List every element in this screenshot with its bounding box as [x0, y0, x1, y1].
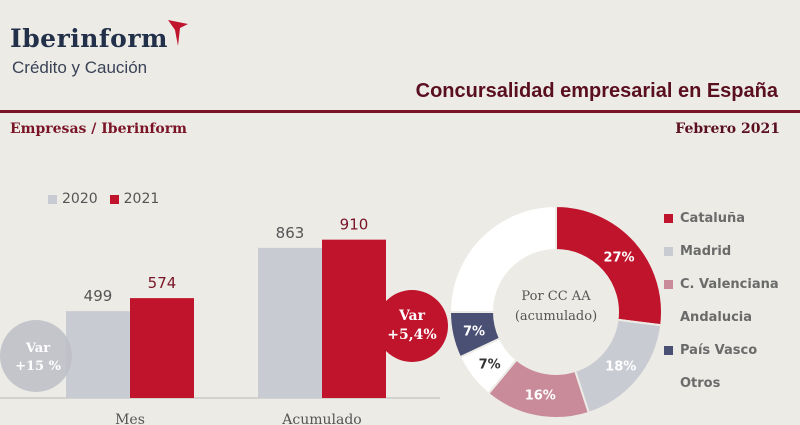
pie-legend-swatch: [664, 346, 673, 355]
brand-logo: Iberinform: [10, 24, 168, 53]
bar-value-label: 499: [84, 287, 113, 305]
legend-item-2020: 2020: [48, 191, 98, 207]
pie-legend-label: Madrid: [680, 244, 732, 259]
pie-legend-item: Madrid: [664, 235, 779, 268]
pie-slice-label: 27%: [603, 250, 634, 265]
pie-slice-label: 18%: [605, 360, 636, 375]
pie-center-subtitle: (acumulado): [515, 309, 597, 324]
pie-legend-item: Andalucia: [664, 301, 779, 334]
pie-legend-item: País Vasco: [664, 334, 779, 367]
pie-legend-item: Otros: [664, 367, 779, 400]
pie-legend-label: Otros: [680, 376, 721, 391]
title-divider: [0, 110, 800, 113]
pie-slice-otros: [448, 204, 557, 313]
legend-swatch-2021: [109, 194, 119, 204]
pie-legend-swatch: [664, 247, 673, 256]
date-label: Febrero 2021: [675, 121, 780, 137]
pie-slice-label: 7%: [463, 324, 485, 339]
bar-value-label: 910: [340, 216, 369, 234]
bar-mes-2020: [66, 311, 130, 398]
x-tick-label-acumulado: Acumulado: [281, 412, 361, 425]
pie-slice-label: 16%: [525, 389, 556, 404]
pie-legend-swatch: [664, 214, 673, 223]
var-acumulado-badge: [376, 290, 448, 362]
bar-mes-2021: [130, 298, 194, 398]
source-label: Empresas / Iberinform: [10, 121, 187, 137]
pie-legend-item: Cataluña: [664, 202, 779, 235]
x-tick-label-mes: Mes: [115, 412, 145, 425]
bar-value-label: 574: [148, 274, 177, 292]
pie-legend-label: C. Valenciana: [680, 277, 779, 292]
var-mes-badge: [0, 320, 72, 392]
legend-swatch-2020: [48, 194, 57, 204]
var-mes-title: Var: [25, 341, 50, 356]
var-acumulado-value: +5,4%: [387, 327, 436, 343]
legend-item-2021: 2021: [109, 191, 159, 207]
bar-acumulado-2020: [258, 247, 322, 398]
var-acumulado-title: Var: [398, 308, 426, 324]
page-title: Concursalidad empresarial en España: [415, 80, 778, 102]
bar-value-label: 863: [276, 224, 305, 242]
pie-legend-label: Cataluña: [680, 211, 746, 226]
brand-subtitle: Crédito y Caución: [12, 58, 148, 77]
var-mes-value: +15 %: [15, 359, 62, 374]
pie-slice-label: 7%: [479, 357, 501, 372]
pie-legend-item: C. Valenciana: [664, 268, 779, 301]
bar-acumulado-2021: [322, 239, 386, 398]
brand-mark-icon: [168, 20, 188, 46]
pie-legend-label: País Vasco: [680, 343, 758, 358]
pie-center-title: Por CC AA: [521, 289, 591, 304]
bar-legend: 2020 2021: [48, 191, 159, 207]
pie-slice-catalu-a: [555, 204, 663, 327]
pie-legend: Cataluña Madrid C. Valenciana Andalucia País…: [664, 202, 779, 400]
pie-legend-swatch: [664, 280, 673, 289]
pie-legend-label: Andalucia: [680, 310, 753, 325]
